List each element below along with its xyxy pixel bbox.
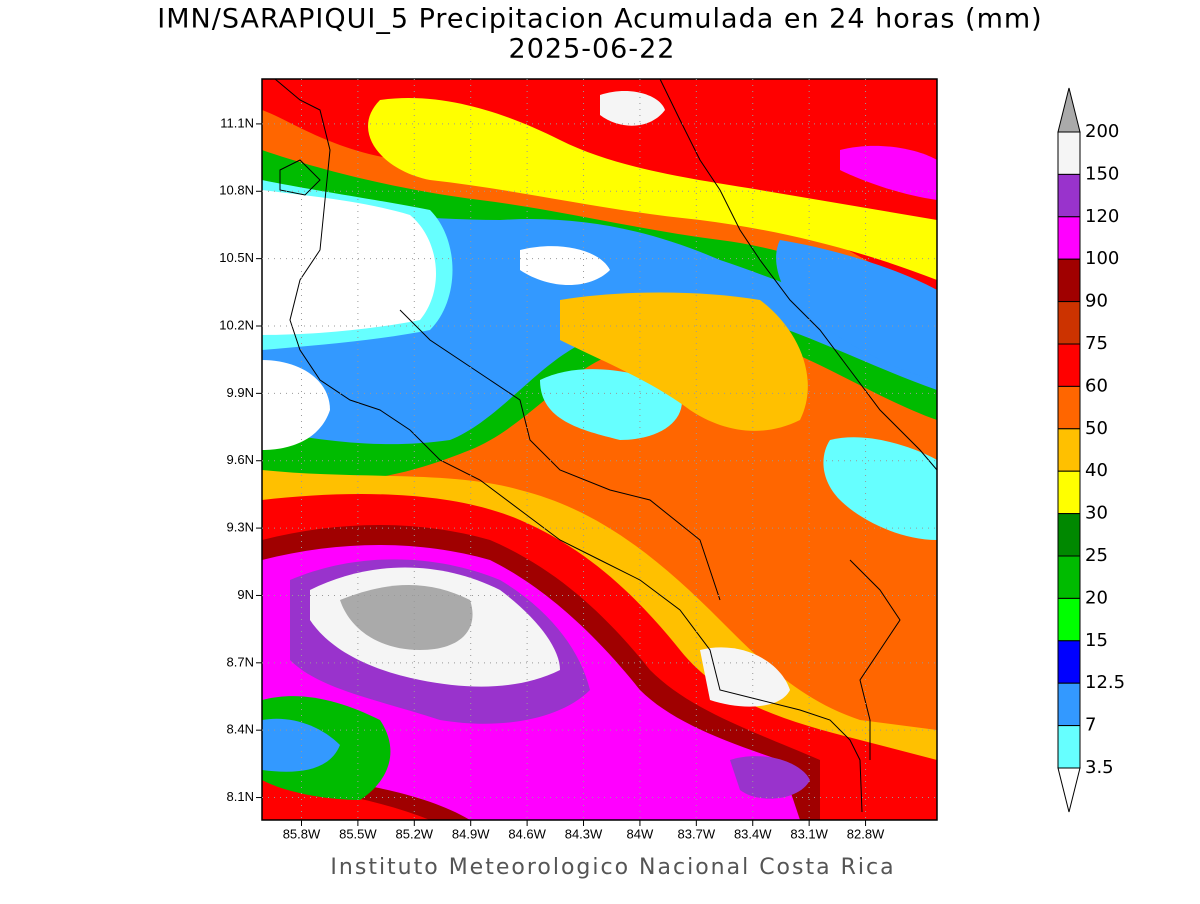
lat-label: 8.1N xyxy=(227,789,254,804)
colorbar-box xyxy=(1057,640,1081,684)
colorbar-label: 30 xyxy=(1085,503,1108,524)
lon-label: 85.2W xyxy=(396,826,434,841)
lat-label: 10.5N xyxy=(219,250,254,265)
colorbar-label: 150 xyxy=(1085,163,1119,184)
coastlines xyxy=(274,78,938,813)
lon-label: 85.8W xyxy=(283,826,321,841)
colorbar-label: 100 xyxy=(1085,248,1119,269)
colorbar-label: 7 xyxy=(1085,715,1096,736)
colorbar-box xyxy=(1057,258,1081,303)
map-date: 2025-06-22 xyxy=(509,34,676,65)
lat-label: 9.3N xyxy=(227,520,254,535)
colorbar-label: 50 xyxy=(1085,418,1108,439)
colorbar-label: 90 xyxy=(1085,291,1108,312)
credit: Instituto Meteorologico Nacional Costa R… xyxy=(330,855,895,880)
colorbar-box xyxy=(1057,343,1081,387)
colorbar-box xyxy=(1057,682,1081,727)
lat-label: 9N xyxy=(237,587,254,602)
colorbar-label: 15 xyxy=(1085,630,1108,651)
colorbar-box xyxy=(1057,470,1081,515)
lon-label: 83.7W xyxy=(678,826,716,841)
lat-label: 10.8N xyxy=(219,183,254,198)
lon-label: 84.6W xyxy=(508,826,546,841)
colorbar-label: 25 xyxy=(1085,545,1108,566)
colorbar-label: 75 xyxy=(1085,333,1108,354)
lat-label: 9.6N xyxy=(227,452,254,467)
lat-label: 9.9N xyxy=(227,385,254,400)
colorbar-label: 40 xyxy=(1085,460,1108,481)
lat-label: 8.4N xyxy=(227,722,254,737)
colorbar-over xyxy=(1057,87,1081,133)
precip-field xyxy=(262,79,937,820)
colorbar-box xyxy=(1057,725,1081,769)
colorbar-box xyxy=(1057,173,1081,218)
colorbar-box xyxy=(1057,597,1081,642)
colorbar-box xyxy=(1057,555,1081,599)
lon-label: 84W xyxy=(627,826,654,841)
map-title: IMN/SARAPIQUI_5 Precipitacion Acumulada … xyxy=(157,4,1042,35)
lat-label: 8.7N xyxy=(227,654,254,669)
map-frame xyxy=(261,78,938,821)
colorbar-box xyxy=(1057,428,1081,472)
lat-label: 10.2N xyxy=(219,317,254,332)
colorbar-box xyxy=(1057,301,1081,345)
colorbar-box xyxy=(1057,385,1081,430)
colorbar-label: 20 xyxy=(1085,587,1108,608)
colorbar-label: 12.5 xyxy=(1085,672,1125,693)
colorbar-label: 60 xyxy=(1085,375,1108,396)
colorbar-box xyxy=(1057,513,1081,557)
lon-label: 84.9W xyxy=(452,826,490,841)
colorbar-under xyxy=(1057,767,1081,813)
colorbar-label: 3.5 xyxy=(1085,757,1114,778)
lon-label: 85.5W xyxy=(339,826,377,841)
lon-label: 83.1W xyxy=(790,826,828,841)
lon-label: 84.3W xyxy=(565,826,603,841)
lat-label: 11.1N xyxy=(220,115,254,130)
colorbar-box xyxy=(1057,131,1081,175)
lon-label: 82.8W xyxy=(847,826,885,841)
colorbar-label: 120 xyxy=(1085,206,1119,227)
colorbar-box xyxy=(1057,216,1081,260)
lon-label: 83.4W xyxy=(734,826,772,841)
colorbar-label: 200 xyxy=(1085,121,1119,142)
